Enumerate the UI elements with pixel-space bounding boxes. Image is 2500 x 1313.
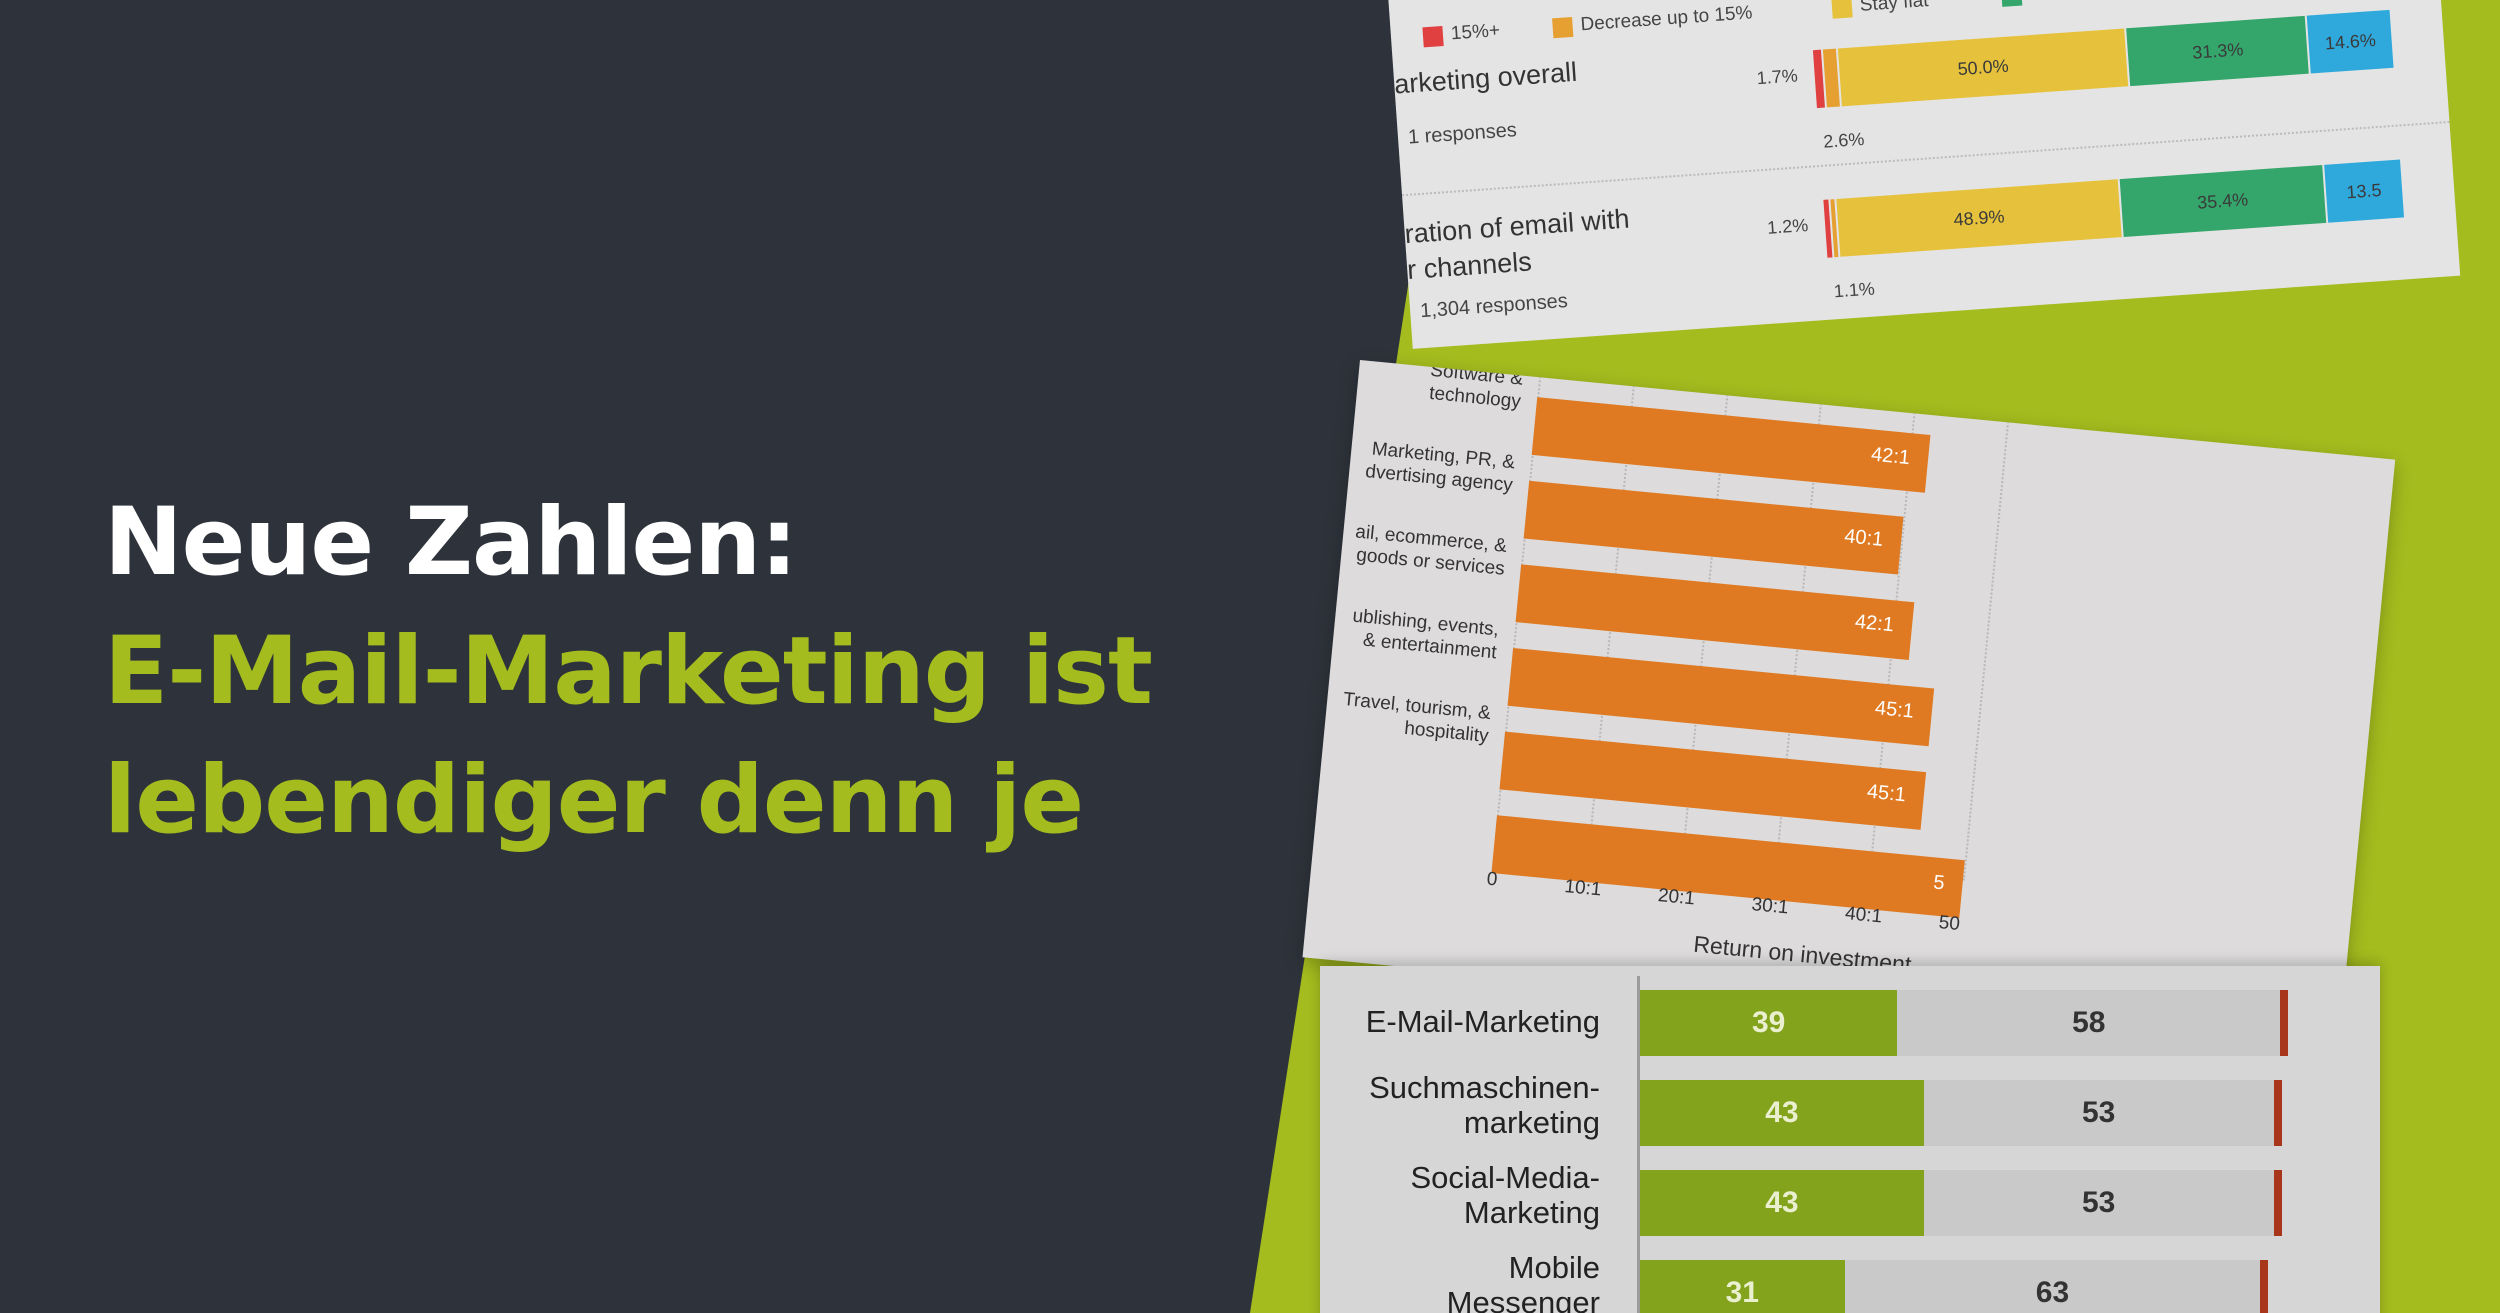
below-percent-label: 2.6%	[1822, 128, 1865, 152]
roi-category-label	[1302, 766, 1483, 786]
gridline	[1962, 402, 2011, 881]
headline-line-2: E-Mail-Marketing ist	[104, 617, 1153, 726]
stacked-bar-segment: 50.0%	[1837, 28, 2129, 107]
roi-bar-value: 40:1	[1843, 525, 1885, 551]
roi-axis-tick: 50	[1937, 912, 1961, 936]
row-responses: 1 responses	[1407, 119, 1518, 149]
legend-swatch-icon	[1422, 26, 1444, 48]
channel-label-line-1: Social-Media-	[1410, 1160, 1600, 1195]
legend-swatch-icon	[2000, 0, 2023, 7]
stacked-bar-segment: 31.3%	[2126, 15, 2310, 87]
negative-share-bar	[2273, 1080, 2282, 1146]
below-percent-label: 1.1%	[1833, 278, 1876, 302]
legend-label: Decrease up to 15%	[1579, 2, 1754, 36]
roi-bar: 45:1	[1499, 731, 1927, 830]
negative-share-bar	[2280, 990, 2289, 1056]
channel-label: Social-Media- Marketing	[1340, 1160, 1600, 1230]
neutral-share-bar: 53	[1923, 1080, 2274, 1146]
roi-axis-tick: 20:1	[1657, 885, 1696, 910]
positive-share-bar: 31	[1640, 1260, 1845, 1313]
legend-label: Increase up to 15%	[2029, 0, 2194, 5]
legend-label: Stay flat	[1859, 0, 1930, 16]
roi-bar-value: 5	[1932, 871, 1946, 895]
stacked-bar-segment: 14.6%	[2307, 9, 2394, 74]
stacked-bar-segment: 35.4%	[2119, 164, 2326, 238]
roi-axis-tick: 0	[1485, 868, 1499, 891]
roi-bar-value: 42:1	[1854, 610, 1895, 637]
roi-bar-value: 42:1	[1870, 443, 1911, 470]
channel-label: E-Mail-Marketing	[1340, 1004, 1600, 1039]
roi-bar: 40:1	[1523, 480, 1904, 575]
neutral-share-bar: 58	[1897, 990, 2281, 1056]
channel-label-line-2: Messenger	[1446, 1285, 1600, 1313]
channel-label-line-2: Marketing	[1463, 1195, 1600, 1230]
headline-line-3: lebendiger denn je	[104, 746, 1084, 855]
channel-label-line-1: Mobile	[1508, 1250, 1600, 1285]
headline-line-1: Neue Zahlen:	[104, 488, 798, 597]
roi-bar: 45:1	[1507, 648, 1935, 747]
channel-label-line-1: E-Mail-Marketing	[1365, 1004, 1600, 1039]
roi-axis-tick: 30:1	[1750, 894, 1790, 919]
roi-bar-value: 45:1	[1865, 780, 1907, 807]
row-title: ration of email with	[1403, 203, 1631, 250]
channel-survey-card: E-Mail-Marketing 39 58 Suchmaschinen-market…	[1320, 966, 2380, 1313]
left-percent-label: 1.7%	[1756, 65, 1799, 89]
positive-share-bar: 43	[1640, 1170, 1924, 1236]
negative-share-bar	[2260, 1260, 2269, 1313]
roi-category-line-1	[1302, 766, 1483, 786]
roi-bar: 5	[1491, 815, 1965, 919]
legend-label: 15%+	[1450, 20, 1501, 45]
stacked-bar-segment	[1822, 48, 1840, 108]
channel-label-line-2: marketing	[1463, 1105, 1600, 1140]
roi-chart-card: 42:1 Software & technology 40:1 Marketing, P…	[1302, 360, 2396, 1057]
channel-label: Mobile Messenger	[1340, 1250, 1600, 1313]
roi-category-label: Travel, tourism, & hospitality	[1302, 682, 1492, 748]
row-title-2: r channels	[1406, 246, 1533, 286]
positive-share-bar: 43	[1640, 1080, 1924, 1146]
legend-swatch-icon	[1552, 16, 1574, 39]
negative-share-bar	[2273, 1170, 2282, 1236]
neutral-share-bar: 63	[1844, 1260, 2261, 1313]
roi-bar-value: 45:1	[1874, 697, 1915, 723]
stacked-bar-segment: 48.9%	[1836, 179, 2122, 257]
roi-category-line-2	[1302, 766, 1483, 786]
stacked-bar-segment: 13.5	[2323, 159, 2405, 223]
channel-label: Suchmaschinen-marketing	[1340, 1070, 1600, 1140]
bar-axis-line	[1637, 976, 1640, 1313]
roi-bar: 42:1	[1531, 397, 1931, 493]
left-percent-label: 1.2%	[1766, 214, 1809, 238]
channel-label-line-1: Suchmaschinen-	[1369, 1070, 1600, 1105]
roi-axis-tick: 40:1	[1844, 903, 1883, 928]
row-responses: 1,304 responses	[1419, 289, 1569, 323]
legend-swatch-icon	[1831, 0, 1853, 19]
headline: Neue Zahlen: E-Mail-Marketing ist lebend…	[104, 478, 1153, 865]
roi-bar: 42:1	[1515, 564, 1915, 660]
neutral-share-bar: 53	[1923, 1170, 2274, 1236]
roi-axis-tick: 10:1	[1563, 876, 1603, 901]
row-title: arketing overall	[1393, 56, 1578, 100]
positive-share-bar: 39	[1640, 990, 1898, 1056]
